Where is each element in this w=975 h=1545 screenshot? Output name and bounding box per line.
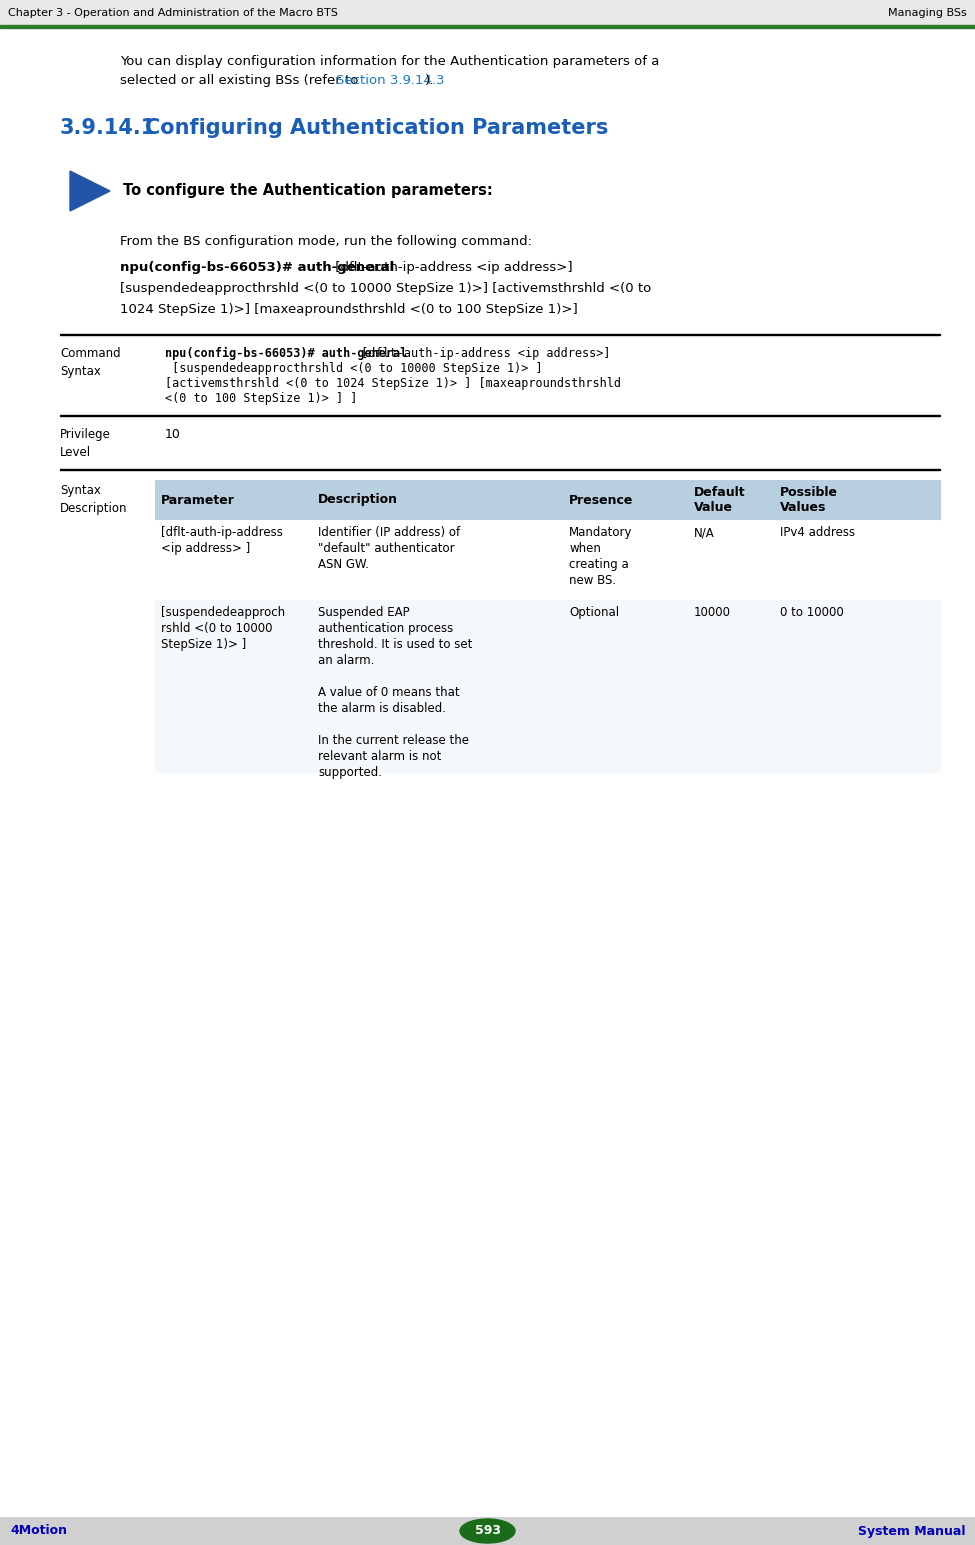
Text: 10000: 10000 bbox=[694, 606, 731, 620]
Bar bbox=[312, 521, 563, 599]
Text: Identifier (IP address) of
"default" authenticator
ASN GW.: Identifier (IP address) of "default" aut… bbox=[318, 525, 460, 572]
Text: [suspendedeapproch
rshld <(0 to 10000
StepSize 1)> ]: [suspendedeapproch rshld <(0 to 10000 St… bbox=[161, 606, 285, 650]
Text: 593: 593 bbox=[475, 1525, 500, 1537]
Text: 1024 StepSize 1)>] [maxeaproundsthrshld <(0 to 100 StepSize 1)>]: 1024 StepSize 1)>] [maxeaproundsthrshld … bbox=[120, 303, 578, 317]
Bar bbox=[155, 480, 312, 521]
Bar bbox=[688, 521, 774, 599]
Text: Configuring Authentication Parameters: Configuring Authentication Parameters bbox=[145, 117, 608, 138]
Text: Description: Description bbox=[318, 493, 398, 507]
Text: System Manual: System Manual bbox=[857, 1525, 965, 1537]
Text: npu(config-bs-66053)# auth-general: npu(config-bs-66053)# auth-general bbox=[120, 261, 394, 273]
Bar bbox=[688, 480, 774, 521]
Text: Mandatory
when
creating a
new BS.: Mandatory when creating a new BS. bbox=[569, 525, 633, 587]
Bar bbox=[774, 480, 940, 521]
Text: From the BS configuration mode, run the following command:: From the BS configuration mode, run the … bbox=[120, 235, 532, 249]
Text: You can display configuration information for the Authentication parameters of a: You can display configuration informatio… bbox=[120, 56, 659, 68]
Text: [activemsthrshld <(0 to 1024 StepSize 1)> ] [maxeaproundsthrshld: [activemsthrshld <(0 to 1024 StepSize 1)… bbox=[165, 377, 621, 389]
Text: N/A: N/A bbox=[694, 525, 715, 539]
Text: Possible
Values: Possible Values bbox=[780, 487, 838, 514]
Text: To configure the Authentication parameters:: To configure the Authentication paramete… bbox=[123, 184, 492, 198]
Text: Optional: Optional bbox=[569, 606, 619, 620]
Text: Managing BSs: Managing BSs bbox=[888, 8, 967, 19]
Text: [suspendedeapprocthrshld <(0 to 10000 StepSize 1)>] [activemsthrshld <(0 to: [suspendedeapprocthrshld <(0 to 10000 St… bbox=[120, 283, 651, 295]
Bar bbox=[312, 599, 563, 772]
Text: Command
Syntax: Command Syntax bbox=[60, 348, 121, 379]
Text: npu(config-bs-66053)# auth-general: npu(config-bs-66053)# auth-general bbox=[165, 348, 408, 360]
Text: 3.9.14.1: 3.9.14.1 bbox=[60, 117, 156, 138]
Text: ).: ). bbox=[425, 74, 435, 87]
Text: Section 3.9.14.3: Section 3.9.14.3 bbox=[336, 74, 445, 87]
Text: Suspended EAP
authentication process
threshold. It is used to set
an alarm.

A v: Suspended EAP authentication process thr… bbox=[318, 606, 472, 779]
Text: Syntax
Description: Syntax Description bbox=[60, 484, 128, 514]
Bar bbox=[563, 480, 688, 521]
Text: Default
Value: Default Value bbox=[694, 487, 746, 514]
Ellipse shape bbox=[460, 1519, 515, 1543]
Bar bbox=[0, 0, 975, 26]
Text: selected or all existing BSs (refer to: selected or all existing BSs (refer to bbox=[120, 74, 363, 87]
Text: Chapter 3 - Operation and Administration of the Macro BTS: Chapter 3 - Operation and Administration… bbox=[8, 8, 338, 19]
Bar bbox=[155, 521, 312, 599]
Bar bbox=[0, 25, 975, 28]
Text: <(0 to 100 StepSize 1)> ] ]: <(0 to 100 StepSize 1)> ] ] bbox=[165, 392, 358, 405]
Text: [suspendedeapprocthrshld <(0 to 10000 StepSize 1)> ]: [suspendedeapprocthrshld <(0 to 10000 St… bbox=[165, 362, 543, 375]
Bar bbox=[0, 1517, 975, 1545]
Polygon shape bbox=[70, 171, 110, 212]
Text: Parameter: Parameter bbox=[161, 493, 235, 507]
Text: Privilege
Level: Privilege Level bbox=[60, 428, 111, 459]
Bar bbox=[563, 521, 688, 599]
Text: 4Motion: 4Motion bbox=[10, 1525, 67, 1537]
Bar bbox=[312, 480, 563, 521]
Text: [dflt-auth-ip-address <ip address>]: [dflt-auth-ip-address <ip address>] bbox=[354, 348, 610, 360]
Text: 10: 10 bbox=[165, 428, 181, 440]
Bar bbox=[563, 599, 688, 772]
Text: IPv4 address: IPv4 address bbox=[780, 525, 855, 539]
Text: Presence: Presence bbox=[569, 493, 634, 507]
Text: [dflt-auth-ip-address
<ip address> ]: [dflt-auth-ip-address <ip address> ] bbox=[161, 525, 283, 555]
Text: [dflt-auth-ip-address <ip address>]: [dflt-auth-ip-address <ip address>] bbox=[332, 261, 573, 273]
Bar bbox=[155, 599, 312, 772]
Text: 0 to 10000: 0 to 10000 bbox=[780, 606, 843, 620]
Bar bbox=[688, 599, 774, 772]
Bar bbox=[774, 521, 940, 599]
Bar bbox=[774, 599, 940, 772]
